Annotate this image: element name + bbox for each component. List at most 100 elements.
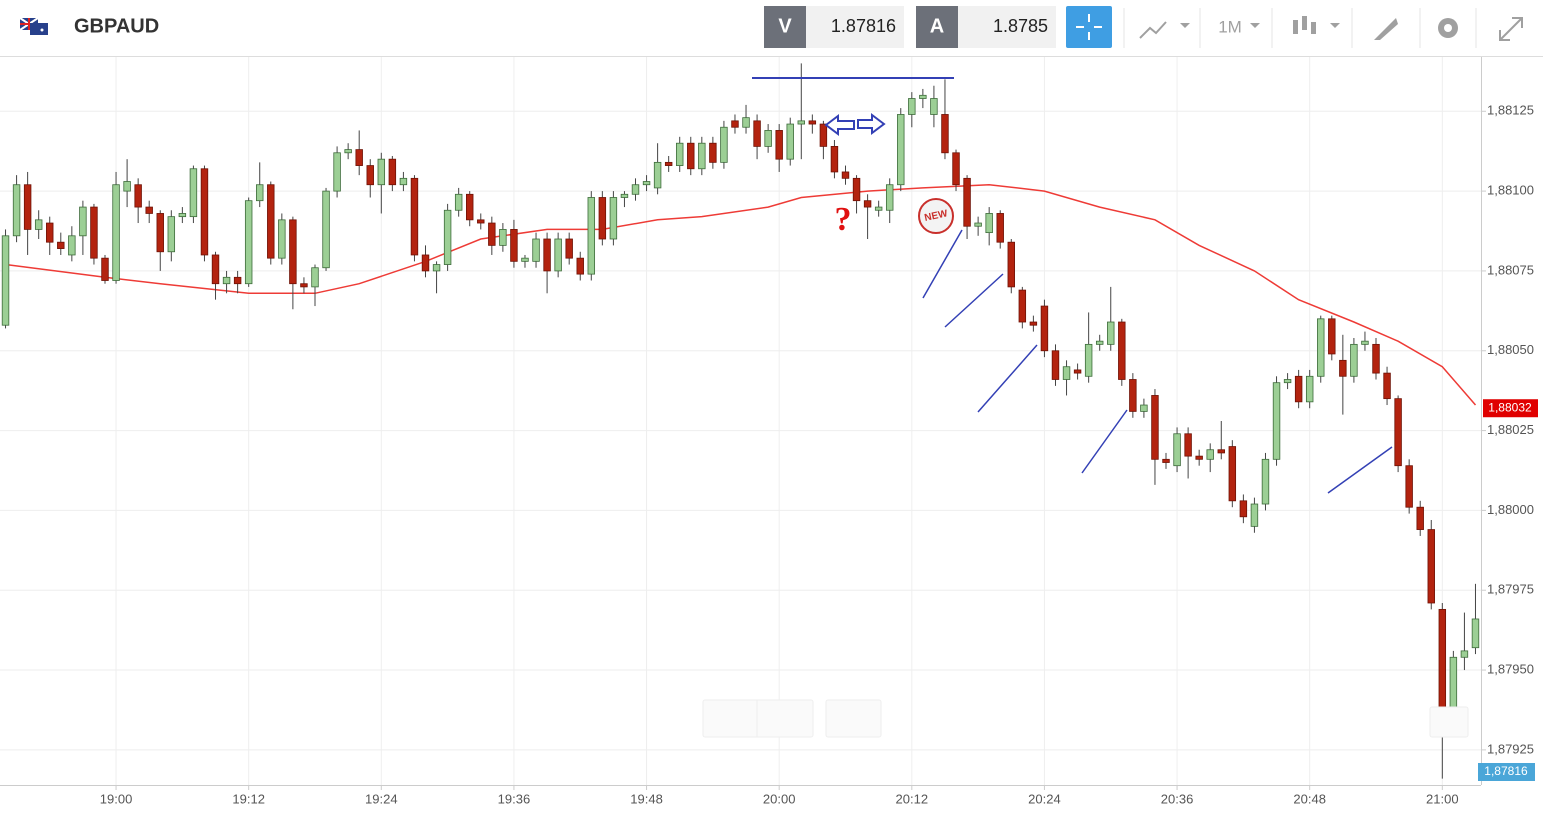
ask-button[interactable] [916,6,958,48]
candle-body [1018,289,1027,323]
candle-body [311,267,319,288]
candle-body [543,238,551,272]
candle-body [1339,359,1347,377]
x-tick-label: 19:36 [498,791,531,806]
candle-body [410,177,419,256]
candle-body [222,276,231,285]
candle-body [1416,506,1424,530]
y-tick-label: 1,87925 [1487,741,1534,756]
x-tick-label: 21:00 [1426,791,1459,806]
candle-body [488,222,496,246]
grid [0,57,1481,785]
candle-body [863,200,872,208]
candle-body [1305,375,1314,403]
candle-body [1261,458,1270,505]
candle-body [720,126,728,163]
candle-body [123,181,131,192]
candle-body [1228,446,1237,502]
candle-body [23,184,32,230]
candle-body [808,120,817,125]
candle-body [443,209,452,265]
candle-body [852,177,861,202]
candle-body [1460,650,1469,658]
candle-body [1029,321,1038,326]
candle-body [1084,343,1093,377]
candle-body [963,177,971,227]
candle-body [256,184,264,202]
candle-body [344,149,352,154]
candle-body [709,142,717,163]
last-price-box [1483,399,1538,418]
candle-body [1449,656,1458,709]
candle-body [90,206,98,259]
candle-body [653,161,662,189]
timeframe[interactable]: 1M [1218,17,1242,36]
x-tick-label: 20:48 [1293,791,1326,806]
candle-body [333,152,341,192]
candle-body [996,213,1004,243]
candle-body [952,152,960,186]
y-tick-label: 1,88100 [1487,183,1534,198]
candle-body [620,193,629,198]
candle-body [178,213,187,218]
candle-body [278,219,286,259]
candle-body [1,235,10,326]
candle-body [764,130,772,147]
crosshair-button[interactable] [1066,6,1112,48]
candle-body [797,120,806,125]
candle-body [134,184,142,208]
x-tick-label: 19:48 [630,791,663,806]
candle-body [642,181,651,186]
candle-body [244,200,253,285]
y-tick-label: 1,88000 [1487,502,1534,517]
candle-body [68,235,76,256]
candle-body [687,142,695,170]
candle-body [1405,465,1413,508]
candle-body [1250,503,1259,527]
bid-price-label: 1,87816 [1484,764,1528,778]
candle-body [499,229,507,246]
candle-body [609,197,618,240]
candle-body [1394,398,1402,467]
candle-body [1372,343,1380,374]
candle-body [145,206,153,214]
ask-value: 1.8785 [993,16,1048,36]
x-tick-label: 19:00 [100,791,133,806]
candle-body [57,241,65,249]
candle-body [1162,458,1170,463]
x-tick-label: 19:24 [365,791,398,806]
candle-body [565,238,573,259]
candle-body [267,184,275,259]
candle-body [532,238,540,262]
candle-body [1294,375,1303,403]
candle-body [454,193,463,211]
candle-body [974,222,982,227]
candle-body [421,254,430,272]
last-price-label: 1,88032 [1488,400,1532,414]
candle-body [1073,369,1082,374]
candle-body [985,213,993,234]
candle-body [631,184,640,195]
candle-body [1051,350,1060,380]
candle-body [322,190,330,269]
y-tick-label: 1,88075 [1487,262,1534,277]
bottom-controls [702,699,1469,738]
candle-body [908,98,916,115]
bid-button[interactable] [764,6,806,48]
question-mark: ? [835,201,852,238]
candle-body [1383,372,1391,400]
candle-body [521,257,529,262]
candle-body [477,219,485,224]
candle-body [432,264,441,272]
candle-body [399,177,408,186]
candle-body [742,117,750,128]
crosshair-icon [1076,14,1102,40]
candle-body [930,98,938,115]
candle-body [79,206,87,237]
new-label: NEW [923,208,949,224]
candle-body [885,184,894,211]
candle-body [101,257,109,281]
candle-body [830,146,839,173]
candle-body [112,184,120,281]
bid-price-box [1478,763,1535,781]
